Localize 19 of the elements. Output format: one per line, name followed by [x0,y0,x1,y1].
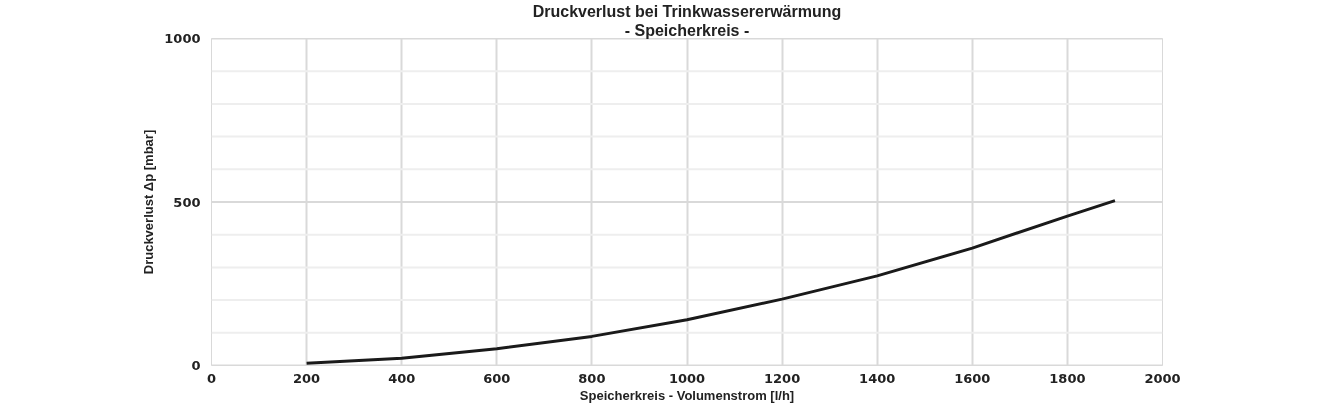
x-tick-label: 1600 [954,370,991,386]
chart-subtitle: - Speicherkreis - [624,21,750,39]
x-tick-label: 2000 [1144,370,1181,386]
x-tick-label: 1800 [1049,370,1086,386]
chart-title: Druckverlust bei Trinkwassererwärmung [532,2,842,20]
x-tick-label: 1000 [668,370,706,386]
line-series [305,199,1117,365]
x-tick-label: 800 [578,370,606,386]
y-tick-label: 1000 [164,31,201,46]
x-tick-label: 400 [388,370,416,386]
x-tick-label: 1400 [859,370,896,386]
x-tick-label: 0 [206,370,217,386]
x-tick-label: 1200 [764,370,801,386]
y-tick-label: 500 [173,194,201,210]
y-axis-title: Druckverlust Δp [mbar] [141,129,157,275]
x-tick-label: 200 [293,370,321,386]
x-axis-title: Speicherkreis - Volumenstrom [l/h] [579,387,795,403]
y-tick-label: 0 [191,358,201,373]
x-tick-label: 600 [483,370,511,386]
